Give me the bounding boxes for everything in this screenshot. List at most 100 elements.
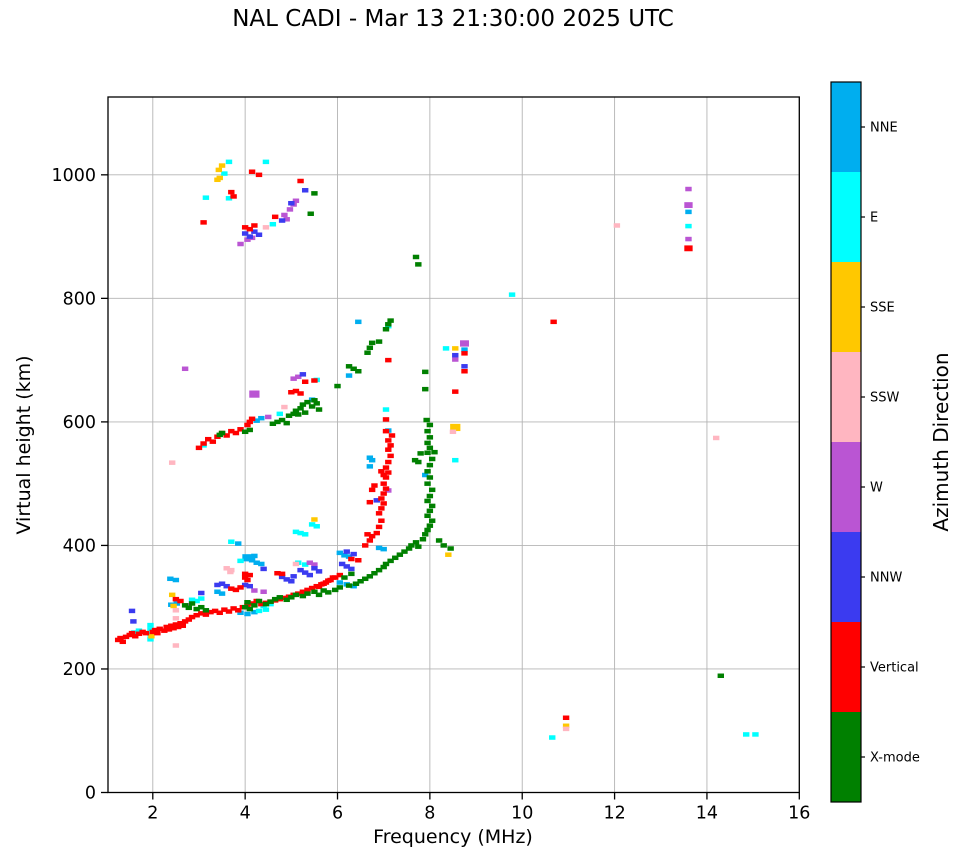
data-point-e — [225, 159, 233, 165]
data-point-x-mode — [364, 350, 371, 355]
data-point-x-mode — [267, 599, 274, 604]
data-point-x-mode — [435, 538, 443, 543]
data-point-x-mode — [392, 555, 399, 561]
data-point-w — [295, 374, 302, 380]
data-point-vertical — [163, 624, 170, 630]
data-point-vertical — [174, 624, 182, 630]
data-point-x-mode — [357, 579, 364, 584]
data-point-e — [292, 529, 300, 535]
plot-border — [107, 96, 800, 794]
data-point-vertical — [371, 483, 378, 488]
data-point-nne — [172, 577, 180, 583]
data-point-x-mode — [412, 540, 420, 545]
data-point-x-mode — [255, 598, 263, 604]
data-point-vertical — [378, 469, 385, 474]
data-point-vertical — [258, 601, 265, 607]
data-point-x-mode — [301, 410, 309, 415]
data-point-nnw — [348, 566, 355, 572]
data-point-nne — [336, 580, 344, 585]
data-point-nnw — [338, 561, 346, 567]
data-point-x-mode — [428, 518, 436, 523]
data-point-nnw — [297, 567, 304, 573]
colorbar-tick-label: W — [870, 481, 883, 496]
data-point-w — [237, 241, 244, 247]
x-tick-label: 12 — [603, 804, 625, 824]
data-point-vertical — [177, 598, 184, 604]
data-point-x-mode — [424, 450, 431, 456]
colorbar-segment-nne — [831, 82, 861, 172]
data-point-x-mode — [241, 604, 249, 610]
data-point-vertical — [375, 524, 383, 530]
data-point-nnw — [223, 583, 230, 589]
data-point-vertical — [202, 612, 210, 617]
data-point-vertical — [139, 629, 146, 635]
data-point-vertical — [382, 486, 390, 491]
data-point-x-mode — [717, 673, 724, 679]
data-point-x-mode — [299, 402, 307, 407]
data-point-ssw — [172, 608, 180, 613]
data-point-x-mode — [424, 428, 431, 434]
data-point-vertical — [230, 606, 237, 611]
data-point-nnw — [255, 232, 263, 237]
data-point-vertical — [278, 571, 286, 577]
data-point-vertical — [235, 608, 242, 613]
data-point-nne — [355, 319, 362, 325]
data-point-x-mode — [218, 430, 226, 436]
data-point-x-mode — [422, 386, 429, 392]
colorbar-segment-vertical — [831, 622, 861, 712]
data-point-x-mode — [278, 417, 286, 423]
x-tick-label: 4 — [240, 804, 251, 824]
data-point-vertical — [135, 631, 143, 637]
colorbar-tick-label: SSW — [870, 391, 900, 406]
data-point-x-mode — [320, 588, 327, 593]
data-point-nne — [173, 601, 181, 606]
data-point-vertical — [304, 587, 311, 593]
data-point-nne — [345, 554, 353, 559]
data-point-x-mode — [382, 326, 390, 332]
data-point-vertical — [380, 491, 387, 496]
data-point-nnw — [246, 583, 253, 589]
data-point-x-mode — [246, 427, 253, 433]
data-point-nnw — [373, 498, 380, 503]
data-point-nne — [251, 553, 258, 559]
chart-title: NAL CADI - Mar 13 21:30:00 2025 UTC — [232, 6, 674, 32]
data-point-nne — [345, 373, 353, 378]
data-point-sse — [452, 346, 459, 351]
data-point-x-mode — [426, 523, 434, 528]
data-point-vertical — [241, 571, 249, 577]
data-point-e — [297, 530, 304, 536]
data-point-x-mode — [276, 595, 283, 600]
colorbar-tick-label: X-mode — [870, 751, 920, 766]
colorbar-outline — [830, 81, 862, 803]
data-point-e — [308, 522, 316, 527]
data-point-vertical — [274, 570, 281, 576]
data-point-x-mode — [292, 408, 300, 414]
data-point-nne — [375, 545, 383, 551]
data-point-nne — [366, 455, 374, 460]
data-point-vertical — [181, 619, 189, 624]
data-point-e — [742, 732, 750, 737]
data-point-x-mode — [426, 462, 434, 468]
data-point-nnw — [343, 549, 350, 554]
data-point-vertical — [461, 368, 468, 374]
data-point-x-mode — [341, 575, 348, 580]
data-point-vertical — [117, 635, 124, 641]
data-point-sse — [215, 167, 223, 173]
data-point-sse — [311, 517, 318, 522]
data-point-vertical — [244, 577, 251, 583]
data-point-vertical — [165, 627, 173, 632]
data-point-w — [306, 560, 314, 565]
data-point-x-mode — [271, 596, 279, 602]
data-point-w — [249, 390, 260, 398]
data-point-w — [251, 588, 258, 593]
data-point-x-mode — [292, 592, 300, 598]
data-point-vertical — [255, 172, 263, 178]
data-point-vertical — [246, 572, 253, 578]
colorbar-segment-x-mode — [831, 712, 861, 802]
data-point-vertical — [225, 609, 233, 614]
data-point-x-mode — [355, 368, 362, 374]
data-point-vertical — [211, 608, 219, 614]
data-point-x-mode — [269, 421, 277, 426]
data-point-vertical — [177, 621, 184, 626]
